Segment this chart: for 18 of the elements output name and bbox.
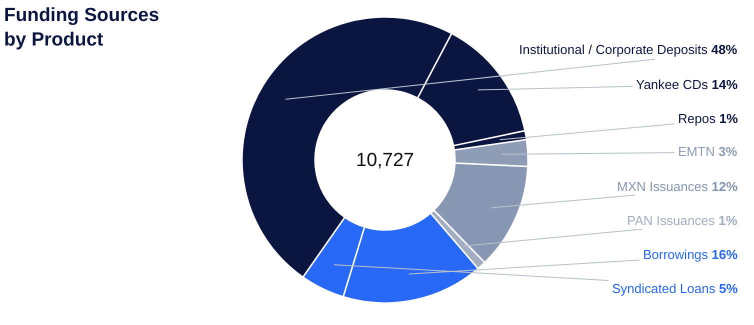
slice-label: PAN Issuances — [627, 213, 715, 228]
slice-label: Yankee CDs — [636, 77, 708, 92]
data-label: 5% — [718, 281, 738, 296]
data-label: 3% — [718, 144, 738, 159]
slice-label: Syndicated Loans — [612, 281, 716, 296]
data-label: 1% — [719, 111, 738, 126]
text: 10,727 — [356, 150, 414, 171]
slice-label: EMTN — [678, 144, 715, 159]
slice-label: Institutional / Corporate Deposits — [519, 42, 708, 57]
data-label: 14% — [712, 77, 738, 92]
data-label: 48% — [711, 42, 738, 57]
data-label: 12% — [712, 179, 738, 194]
slice-label: Repos — [678, 111, 716, 126]
slice-label: Borrowings — [643, 247, 708, 262]
slice-label: MXN Issuances — [617, 179, 708, 194]
data-label: 16% — [712, 247, 738, 262]
text: Funding Sources by Product — [4, 5, 160, 51]
data-label: 1% — [718, 213, 738, 228]
